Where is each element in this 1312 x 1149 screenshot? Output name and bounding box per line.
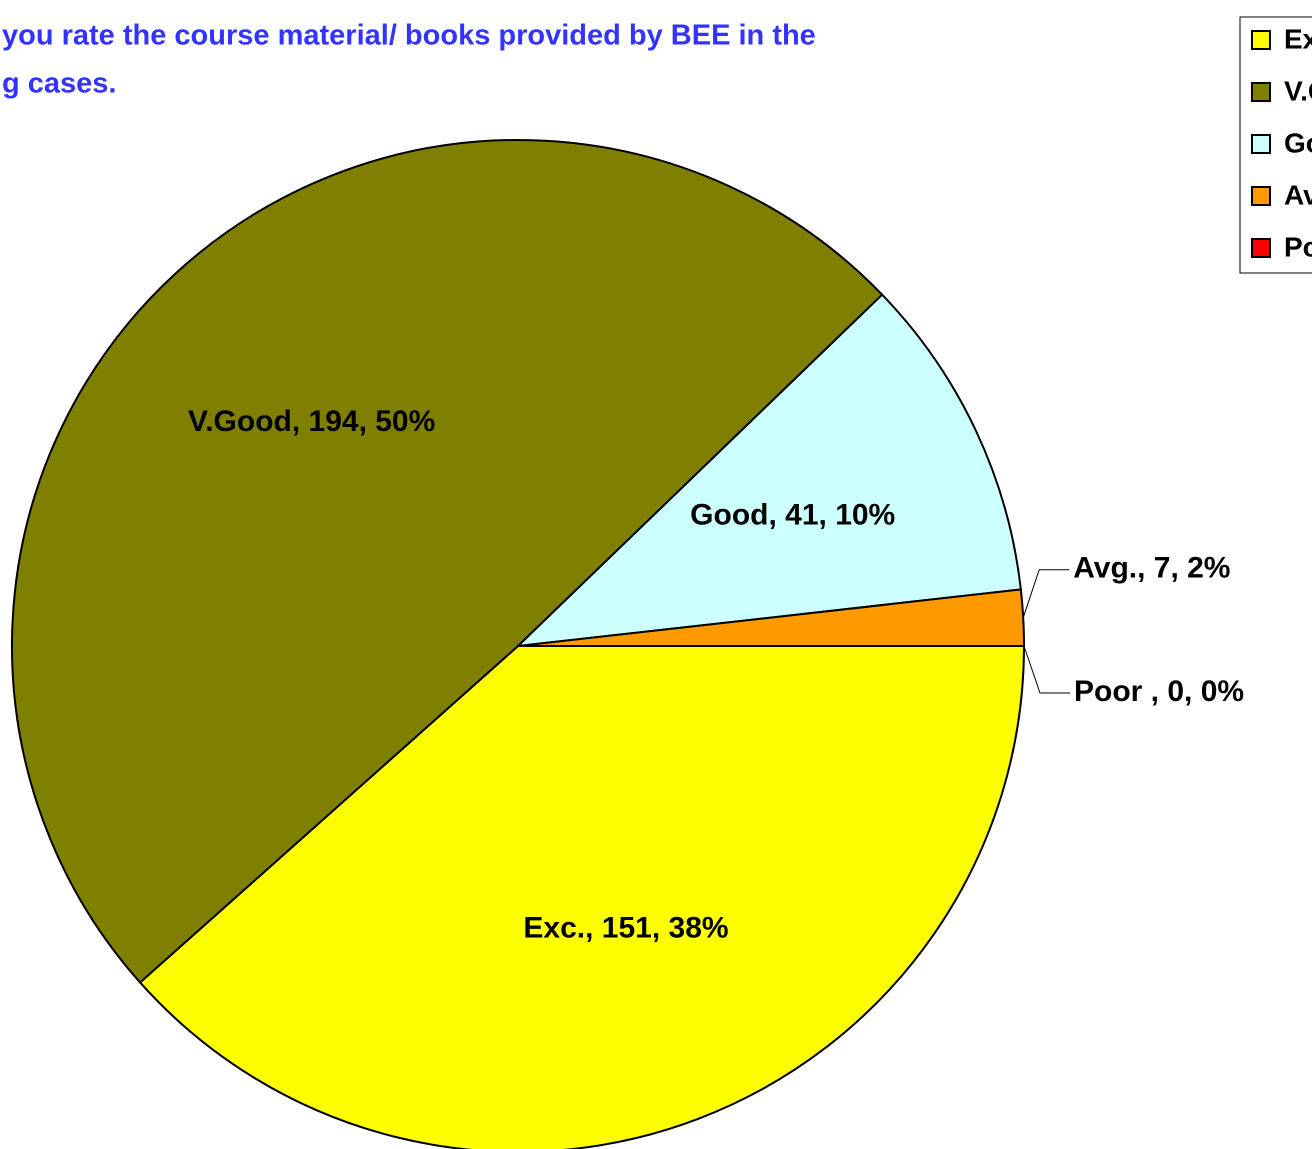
data-label: Poor , 0, 0% [1074, 675, 1244, 708]
leader-line [1023, 645, 1070, 694]
data-label: V.Good, 194, 50% [188, 405, 435, 438]
legend-box [1239, 16, 1312, 274]
legend-label: Avg. [1284, 179, 1312, 210]
data-label: Avg., 7, 2% [1073, 552, 1230, 585]
legend-label: V.Good [1284, 75, 1312, 106]
legend-swatch [1251, 82, 1271, 102]
chart-title: g cases. [2, 68, 116, 100]
legend-swatch [1251, 134, 1271, 154]
legend-swatch [1251, 30, 1271, 50]
data-label: Good, 41, 10% [690, 499, 895, 532]
pie-slice [138, 645, 1026, 1149]
data-label: Exc., 151, 38% [523, 912, 728, 945]
legend-swatch [1251, 186, 1271, 206]
legend-label: Exc. [1284, 23, 1312, 54]
legend-label: Poor [1284, 231, 1312, 262]
legend-label: Good [1284, 127, 1312, 158]
leader-line [1022, 569, 1070, 618]
chart-title: you rate the course material/ books prov… [2, 20, 816, 52]
legend-swatch [1251, 238, 1271, 258]
pie-slice [515, 293, 1022, 648]
pie-slice [11, 139, 884, 984]
